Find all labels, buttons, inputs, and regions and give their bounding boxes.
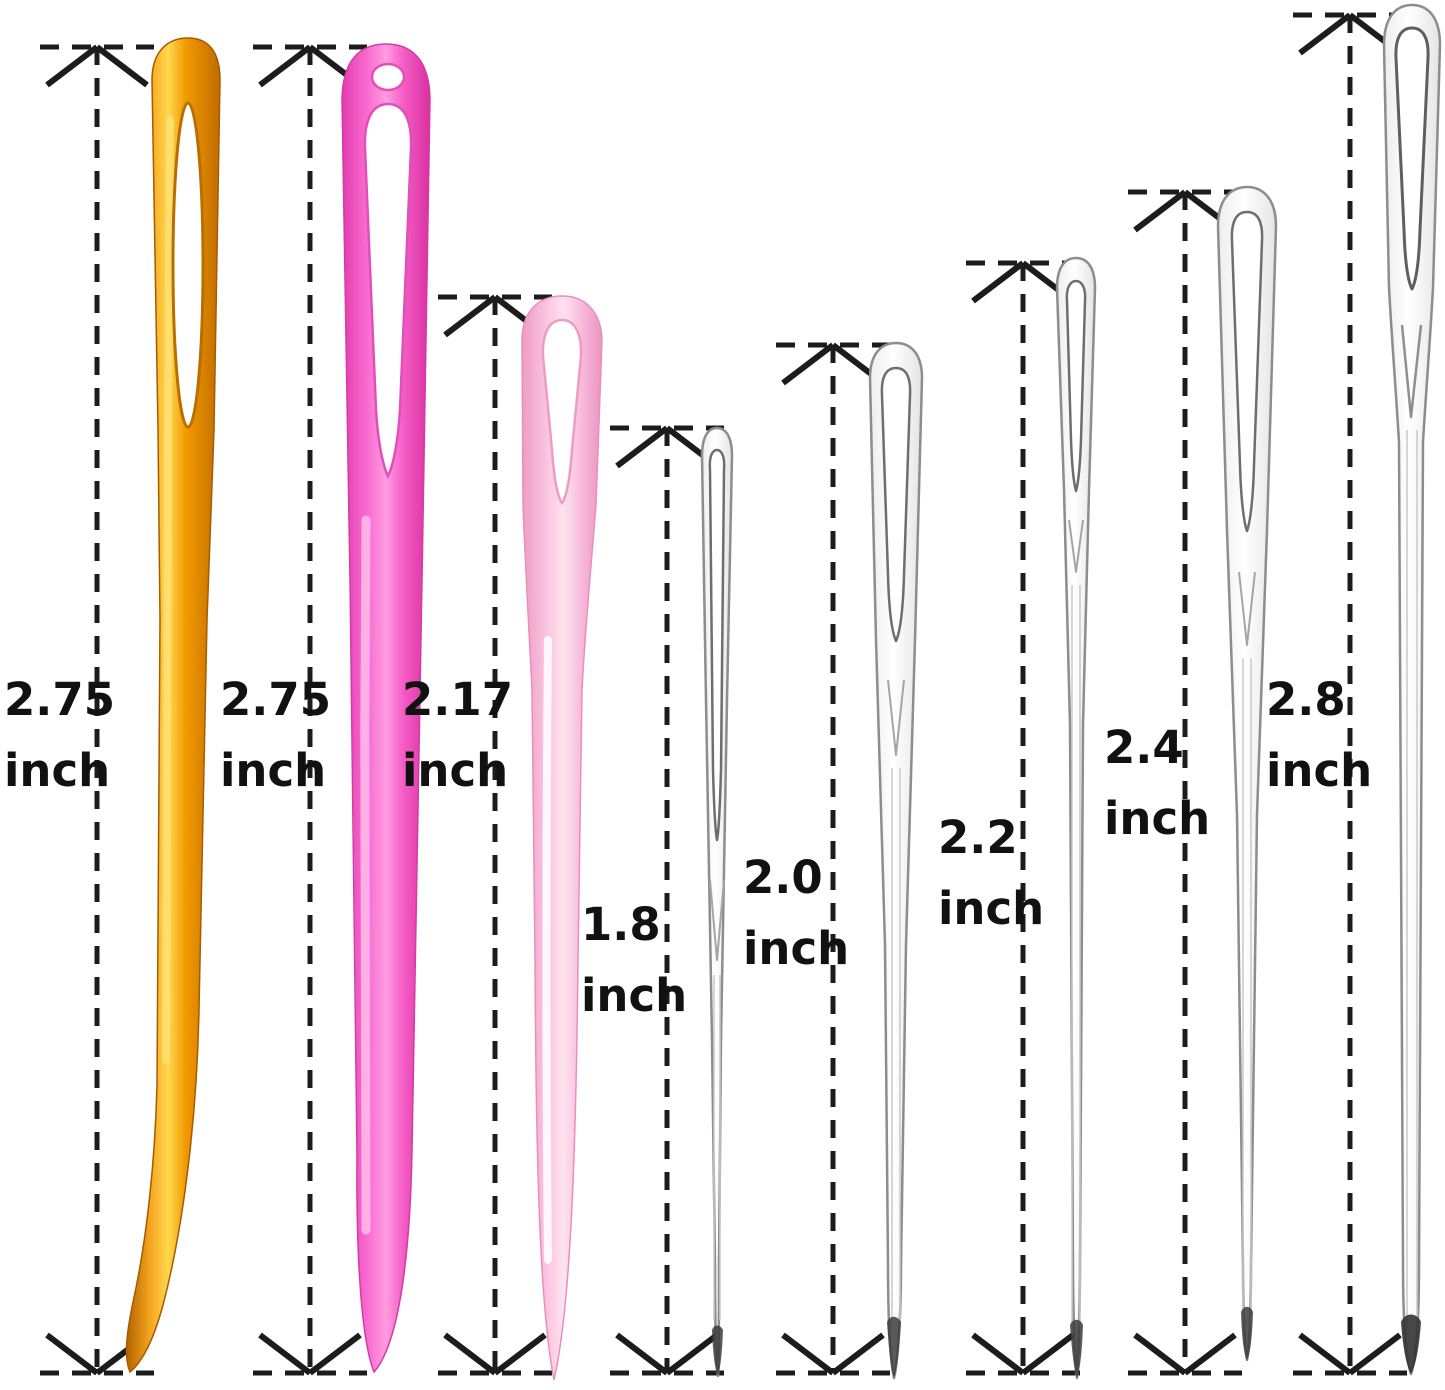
length-value: 2.2 (938, 811, 1018, 864)
needle-eye (708, 448, 726, 842)
needle-tip (1401, 1314, 1421, 1374)
needle-eye (363, 102, 413, 479)
arrowhead-down (781, 1332, 885, 1376)
length-value: 2.75 (4, 673, 116, 726)
needle-shaft-lines (891, 768, 901, 1325)
needle-fork-shading (887, 679, 905, 756)
label-needle-6-length: 2.2 inch (938, 802, 1044, 944)
needle-steel-2 (868, 341, 924, 1380)
needle-highlight (542, 636, 552, 1264)
label-needle-7-length: 2.4 inch (1104, 712, 1210, 854)
arrowhead-up (45, 44, 149, 88)
needle-eye-top-hole (370, 62, 406, 92)
needle-highlight (360, 515, 371, 1235)
arrowhead-down (258, 1332, 362, 1376)
arrowhead-down (1133, 1332, 1237, 1376)
needle-shaft-lines (1071, 585, 1081, 1325)
length-value: 2.17 (402, 673, 514, 726)
needle-body (521, 295, 603, 1381)
length-unit: inch (581, 969, 688, 1022)
length-value: 2.8 (1266, 673, 1346, 726)
needle-fork-shading (1068, 519, 1084, 573)
dimension-line-8 (1293, 12, 1407, 1376)
length-unit: inch (220, 744, 327, 797)
length-unit: inch (1266, 744, 1373, 797)
needle-tip (1241, 1306, 1253, 1360)
needle-tip (887, 1316, 901, 1378)
needle-tip (712, 1325, 723, 1376)
needle-eye (1230, 210, 1264, 533)
needle-pink-plastic (341, 43, 431, 1374)
needle-fork-shading (709, 879, 725, 961)
needle-eye (1065, 279, 1087, 493)
label-needle-8-length: 2.8 inch (1266, 664, 1372, 806)
needle-steel-4 (1216, 185, 1278, 1362)
length-value: 2.4 (1104, 721, 1184, 774)
needle-eye (1394, 26, 1430, 291)
dimension-line-6 (966, 260, 1080, 1376)
needle-eye (880, 366, 912, 643)
label-needle-1-length: 2.75 inch (4, 664, 115, 806)
dimension-line-7 (1128, 189, 1242, 1376)
label-needle-4-length: 1.8 inch (581, 889, 687, 1031)
needle-eye (171, 101, 205, 429)
needle-shaft-lines (1242, 658, 1252, 1330)
needle-shaft-lines (713, 975, 721, 1320)
needle-steel-5 (1382, 3, 1442, 1376)
needle-fork-shading (1400, 324, 1423, 419)
arrowhead-down (443, 1332, 547, 1376)
length-unit: inch (938, 882, 1045, 935)
length-unit: inch (4, 744, 111, 797)
length-value: 1.8 (581, 898, 661, 951)
length-value: 2.0 (743, 851, 823, 904)
length-unit: inch (1104, 792, 1211, 845)
needle-eye (541, 318, 583, 506)
needle-steel-3 (1055, 256, 1097, 1380)
needle-gold-bent-tip (125, 37, 221, 1374)
needle-light-pink-plastic (521, 295, 603, 1381)
label-needle-2-length: 2.75 inch (220, 664, 331, 806)
needle-tip (1070, 1319, 1083, 1378)
length-unit: inch (402, 744, 509, 797)
arrowhead-down (1298, 1332, 1402, 1376)
dimension-line-4 (610, 425, 724, 1376)
label-needle-5-length: 2.0 inch (743, 842, 849, 984)
arrowhead-down (615, 1332, 719, 1376)
arrowhead-down (971, 1332, 1075, 1376)
needle-highlight (162, 116, 174, 1064)
needle-fork-shading (1238, 571, 1256, 646)
label-needle-3-length: 2.17 inch (402, 664, 513, 806)
needle-shaft-lines (1406, 430, 1418, 1330)
needle-steel-1 (700, 426, 734, 1378)
length-value: 2.75 (220, 673, 332, 726)
length-unit: inch (743, 922, 850, 975)
